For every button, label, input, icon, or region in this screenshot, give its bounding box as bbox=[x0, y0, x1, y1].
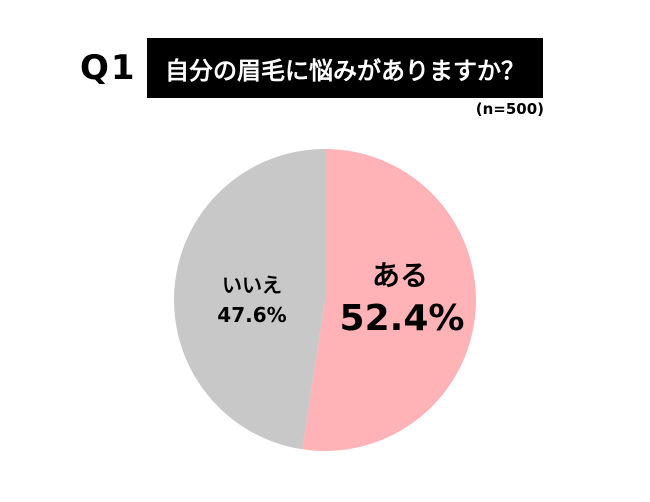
question-number: Q1 bbox=[80, 48, 137, 88]
sample-size: (n=500) bbox=[475, 100, 544, 118]
pie-slice-1 bbox=[174, 149, 325, 450]
slice-value-iie: 47.6% bbox=[217, 303, 286, 327]
pie-slice-0 bbox=[302, 149, 477, 451]
slice-label-iie: いいえ bbox=[222, 273, 282, 297]
chart-title: 自分の眉毛に悩みがありますか？ bbox=[147, 38, 543, 98]
slice-value-aru: 52.4% bbox=[340, 298, 465, 339]
slice-label-aru: ある bbox=[372, 259, 428, 292]
